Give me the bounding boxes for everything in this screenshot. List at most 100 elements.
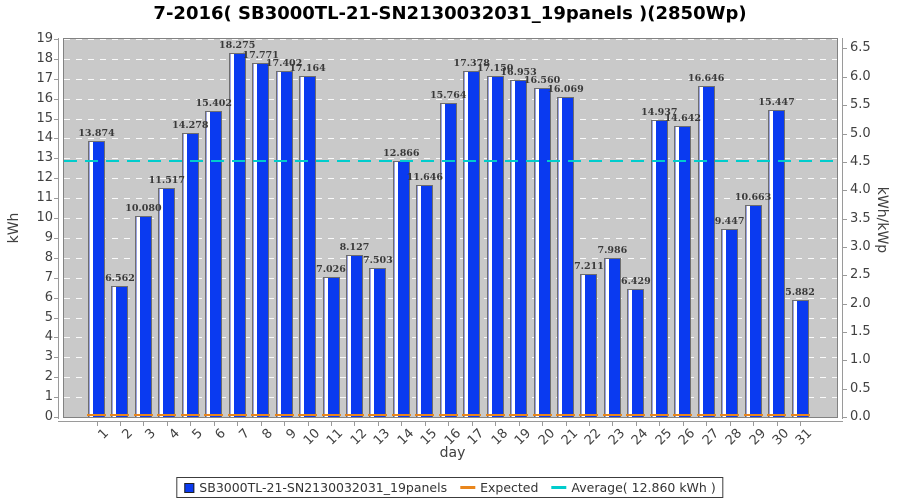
x-axis-tick [612, 421, 614, 426]
x-axis-tick-label: 30 [769, 426, 793, 449]
bar-value-label: 14.642 [664, 112, 701, 124]
bar-value-label: 10.663 [734, 191, 772, 203]
y-axis-tick-left [54, 297, 58, 299]
bar-day-10 [299, 75, 317, 417]
bar-day-17 [463, 71, 481, 417]
bar-value-label: 8.127 [339, 242, 370, 254]
bar-day-23 [603, 258, 621, 417]
bar-day-2 [111, 286, 129, 417]
y-axis-tick-right [843, 360, 847, 362]
bar-day-4 [158, 187, 176, 417]
x-axis-tick-label: 5 [189, 426, 206, 443]
legend-item-series: SB3000TL-21-SN2130032031_19panels [184, 480, 447, 495]
y-axis-tick-label-left: 1 [44, 389, 53, 405]
y-axis-tick-left [54, 58, 58, 60]
bar-day-25 [650, 119, 668, 417]
bar-day-16 [439, 103, 457, 417]
expected-marker [509, 414, 529, 416]
bar-value-label: 7.986 [597, 245, 628, 257]
expected-marker [743, 414, 763, 416]
bar-value-label: 18.275 [219, 40, 256, 52]
expected-marker [274, 414, 294, 416]
bar-value-label: 7.026 [316, 264, 346, 276]
legend-average-label: Average( 12.860 kWh ) [571, 480, 716, 495]
y-axis-tick-label-left: 3 [44, 349, 53, 365]
expected-marker [673, 414, 693, 416]
bar-day-18 [486, 75, 504, 417]
x-axis-tick [565, 421, 567, 426]
x-axis-tick-label: 29 [746, 426, 769, 449]
bar-day-13 [369, 267, 387, 417]
y-axis-tick-right [843, 388, 847, 390]
y-axis-tick-left [54, 357, 58, 359]
x-axis-tick [424, 421, 426, 426]
x-axis-tick-label: 9 [283, 426, 300, 443]
x-axis-tick-label: 28 [722, 426, 746, 449]
bar-day-19 [510, 79, 528, 417]
bar-value-label: 7.211 [574, 260, 604, 272]
y-axis-tick-left [54, 98, 58, 100]
y-axis-tick-label-left: 12 [36, 170, 53, 186]
bar-day-26 [674, 125, 692, 417]
y-axis-tick-left [54, 277, 58, 279]
gridline [64, 78, 837, 80]
expected-marker [180, 414, 200, 416]
x-axis-tick-label: 6 [212, 426, 230, 443]
bar-value-label: 12.866 [383, 148, 420, 160]
expected-marker [462, 414, 482, 416]
expected-line-icon [460, 486, 476, 489]
y-axis-tick-label-left: 8 [44, 249, 53, 265]
bar-value-label: 16.069 [547, 84, 584, 96]
bar-value-label: 17.402 [265, 57, 303, 69]
expected-marker [133, 414, 153, 416]
expected-marker [485, 414, 505, 416]
y-axis-tick-label-left: 15 [36, 110, 53, 126]
y-axis-tick-right [843, 275, 847, 277]
bar-day-12 [345, 255, 363, 417]
x-axis-tick [401, 421, 403, 426]
x-axis-tick [659, 421, 661, 426]
bar-value-label: 6.429 [620, 276, 651, 288]
bar-value-label: 16.646 [688, 72, 725, 84]
y-axis-tick-left [54, 178, 58, 180]
x-axis-tick-label: 1 [95, 426, 113, 443]
y-axis-tick-label-right: 2.0 [850, 295, 871, 311]
expected-marker [767, 414, 787, 416]
y-axis-tick-left [54, 158, 58, 160]
y-axis-tick-label-right: 3.5 [850, 210, 871, 226]
bar-value-label: 6.562 [105, 273, 135, 285]
y-axis-tick-label-right: 4.0 [850, 182, 871, 198]
y-axis-tick-label-right: 5.5 [850, 97, 871, 113]
x-axis-tick [635, 421, 637, 426]
y-axis-tick-right [843, 331, 847, 333]
x-axis-tick [331, 421, 332, 426]
bar-value-label: 11.517 [148, 174, 186, 186]
bar-value-label: 13.874 [78, 127, 115, 139]
x-axis-tick-label: 3 [142, 426, 160, 443]
expected-marker [87, 414, 106, 416]
bar-day-6 [205, 110, 223, 417]
expected-marker [298, 414, 318, 416]
y-axis-tick-label-left: 13 [36, 150, 53, 166]
bar-day-11 [322, 277, 340, 417]
bar-value-label: 15.447 [758, 96, 795, 108]
bar-day-3 [134, 216, 152, 417]
y-axis-tick-label-left: 2 [44, 369, 53, 385]
bar-day-27 [697, 85, 715, 417]
y-axis-tick-left [54, 337, 58, 339]
x-axis-tick-label: 4 [166, 426, 183, 443]
bar-value-label: 16.953 [500, 66, 537, 78]
bar-value-label: 5.882 [785, 286, 815, 298]
bar-day-30 [768, 109, 786, 417]
x-axis-tick-label: 11 [324, 426, 347, 449]
x-axis-tick [190, 421, 192, 426]
y-axis-tick-right [843, 190, 847, 192]
x-axis-tick [213, 421, 215, 426]
x-axis-tick [753, 421, 755, 426]
bar-day-24 [627, 289, 645, 417]
chart-title: 7-2016( SB3000TL-21-SN2130032031_19panel… [153, 3, 747, 24]
bar-day-15 [416, 185, 434, 417]
x-axis-tick [307, 421, 309, 426]
y-axis-tick-right [843, 303, 847, 305]
bar-day-21 [557, 97, 574, 417]
